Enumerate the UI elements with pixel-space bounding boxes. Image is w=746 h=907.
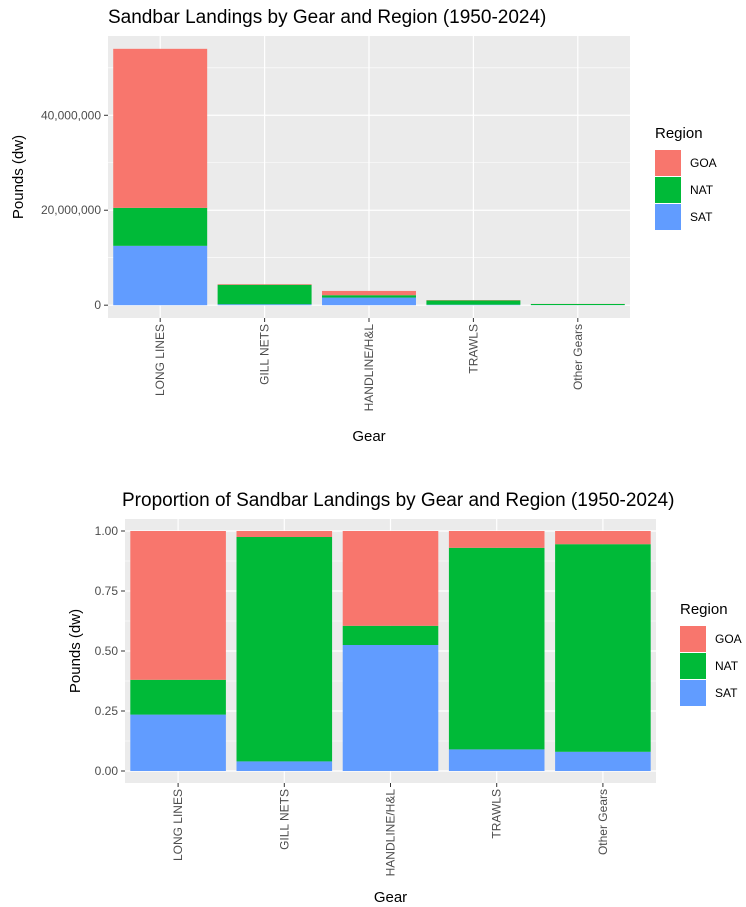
bar-sat: [217, 304, 312, 306]
y-tick-label: 0.50: [95, 644, 119, 658]
bar-nat: [322, 295, 416, 298]
bar-sat: [555, 751, 651, 771]
legend-title: Region: [655, 125, 703, 142]
bar-sat: [236, 761, 333, 771]
legend-label-sat: SAT: [715, 686, 738, 700]
x-tick-label: TRAWLS: [466, 324, 480, 374]
bar-nat: [217, 284, 312, 305]
y-tick-label: 0.25: [95, 704, 119, 718]
bar-nat: [236, 537, 333, 762]
y-tick-label: 40,000,000: [41, 108, 101, 122]
bar-goa: [130, 531, 226, 680]
legend: Region GOA NAT SAT: [680, 601, 742, 706]
legend-key-nat: [655, 177, 681, 203]
bar-goa: [113, 48, 208, 208]
bar-nat: [555, 544, 651, 752]
x-tick-label: HANDLINE/H&L: [362, 324, 376, 412]
bar-nat: [342, 625, 439, 645]
bar-sat: [113, 245, 208, 306]
y-axis-title: Pounds (dw): [67, 609, 84, 693]
bar-sat: [322, 297, 416, 306]
x-tick-label: TRAWLS: [490, 789, 504, 839]
y-tick-label: 0: [94, 298, 101, 312]
proportion-stacked-bar-chart: Proportion of Sandbar Landings by Gear a…: [67, 490, 742, 906]
bar-nat: [113, 207, 208, 246]
bar-goa: [217, 284, 312, 285]
legend-label-goa: GOA: [715, 632, 742, 646]
bar-sat: [342, 645, 439, 771]
bar-sat: [448, 749, 545, 771]
chart-title: Sandbar Landings by Gear and Region (195…: [108, 7, 546, 28]
x-axis-title: Gear: [374, 889, 407, 906]
legend-title: Region: [680, 601, 728, 618]
chart-title: Proportion of Sandbar Landings by Gear a…: [122, 490, 674, 511]
y-axis-title: Pounds (dw): [10, 135, 27, 219]
bar-sat: [130, 714, 226, 771]
legend-key-sat: [680, 680, 706, 706]
legend-label-nat: NAT: [690, 183, 714, 197]
legend-label-nat: NAT: [715, 659, 739, 673]
y-tick-label: 0.00: [95, 764, 119, 778]
bar-goa: [555, 531, 651, 545]
legend: Region GOA NAT SAT: [655, 125, 717, 230]
legend-key-goa: [680, 626, 706, 652]
y-tick-label: 0.75: [95, 584, 119, 598]
x-tick-label: GILL NETS: [258, 324, 272, 385]
x-tick-label: LONG LINES: [171, 789, 185, 861]
x-tick-label: Other Gears: [571, 324, 585, 390]
y-tick-label: 20,000,000: [41, 203, 101, 217]
bar-nat: [130, 679, 226, 715]
legend-key-nat: [680, 653, 706, 679]
legend-label-goa: GOA: [690, 156, 717, 170]
bar-nat: [426, 300, 521, 305]
legend-label-sat: SAT: [690, 210, 713, 224]
x-tick-label: Other Gears: [596, 789, 610, 855]
bar-goa: [342, 531, 439, 626]
x-axis-title: Gear: [352, 428, 385, 445]
legend-key-goa: [655, 150, 681, 176]
landings-stacked-bar-chart: Sandbar Landings by Gear and Region (195…: [10, 7, 717, 445]
x-tick-label: LONG LINES: [153, 324, 167, 396]
bar-nat: [530, 303, 625, 306]
y-tick-label: 1.00: [95, 524, 119, 538]
bar-nat: [448, 547, 545, 750]
x-tick-label: GILL NETS: [277, 789, 291, 850]
bar-goa: [236, 531, 333, 537]
x-tick-label: HANDLINE/H&L: [384, 789, 398, 877]
bar-goa: [448, 531, 545, 548]
bar-goa: [322, 290, 416, 296]
legend-key-sat: [655, 204, 681, 230]
